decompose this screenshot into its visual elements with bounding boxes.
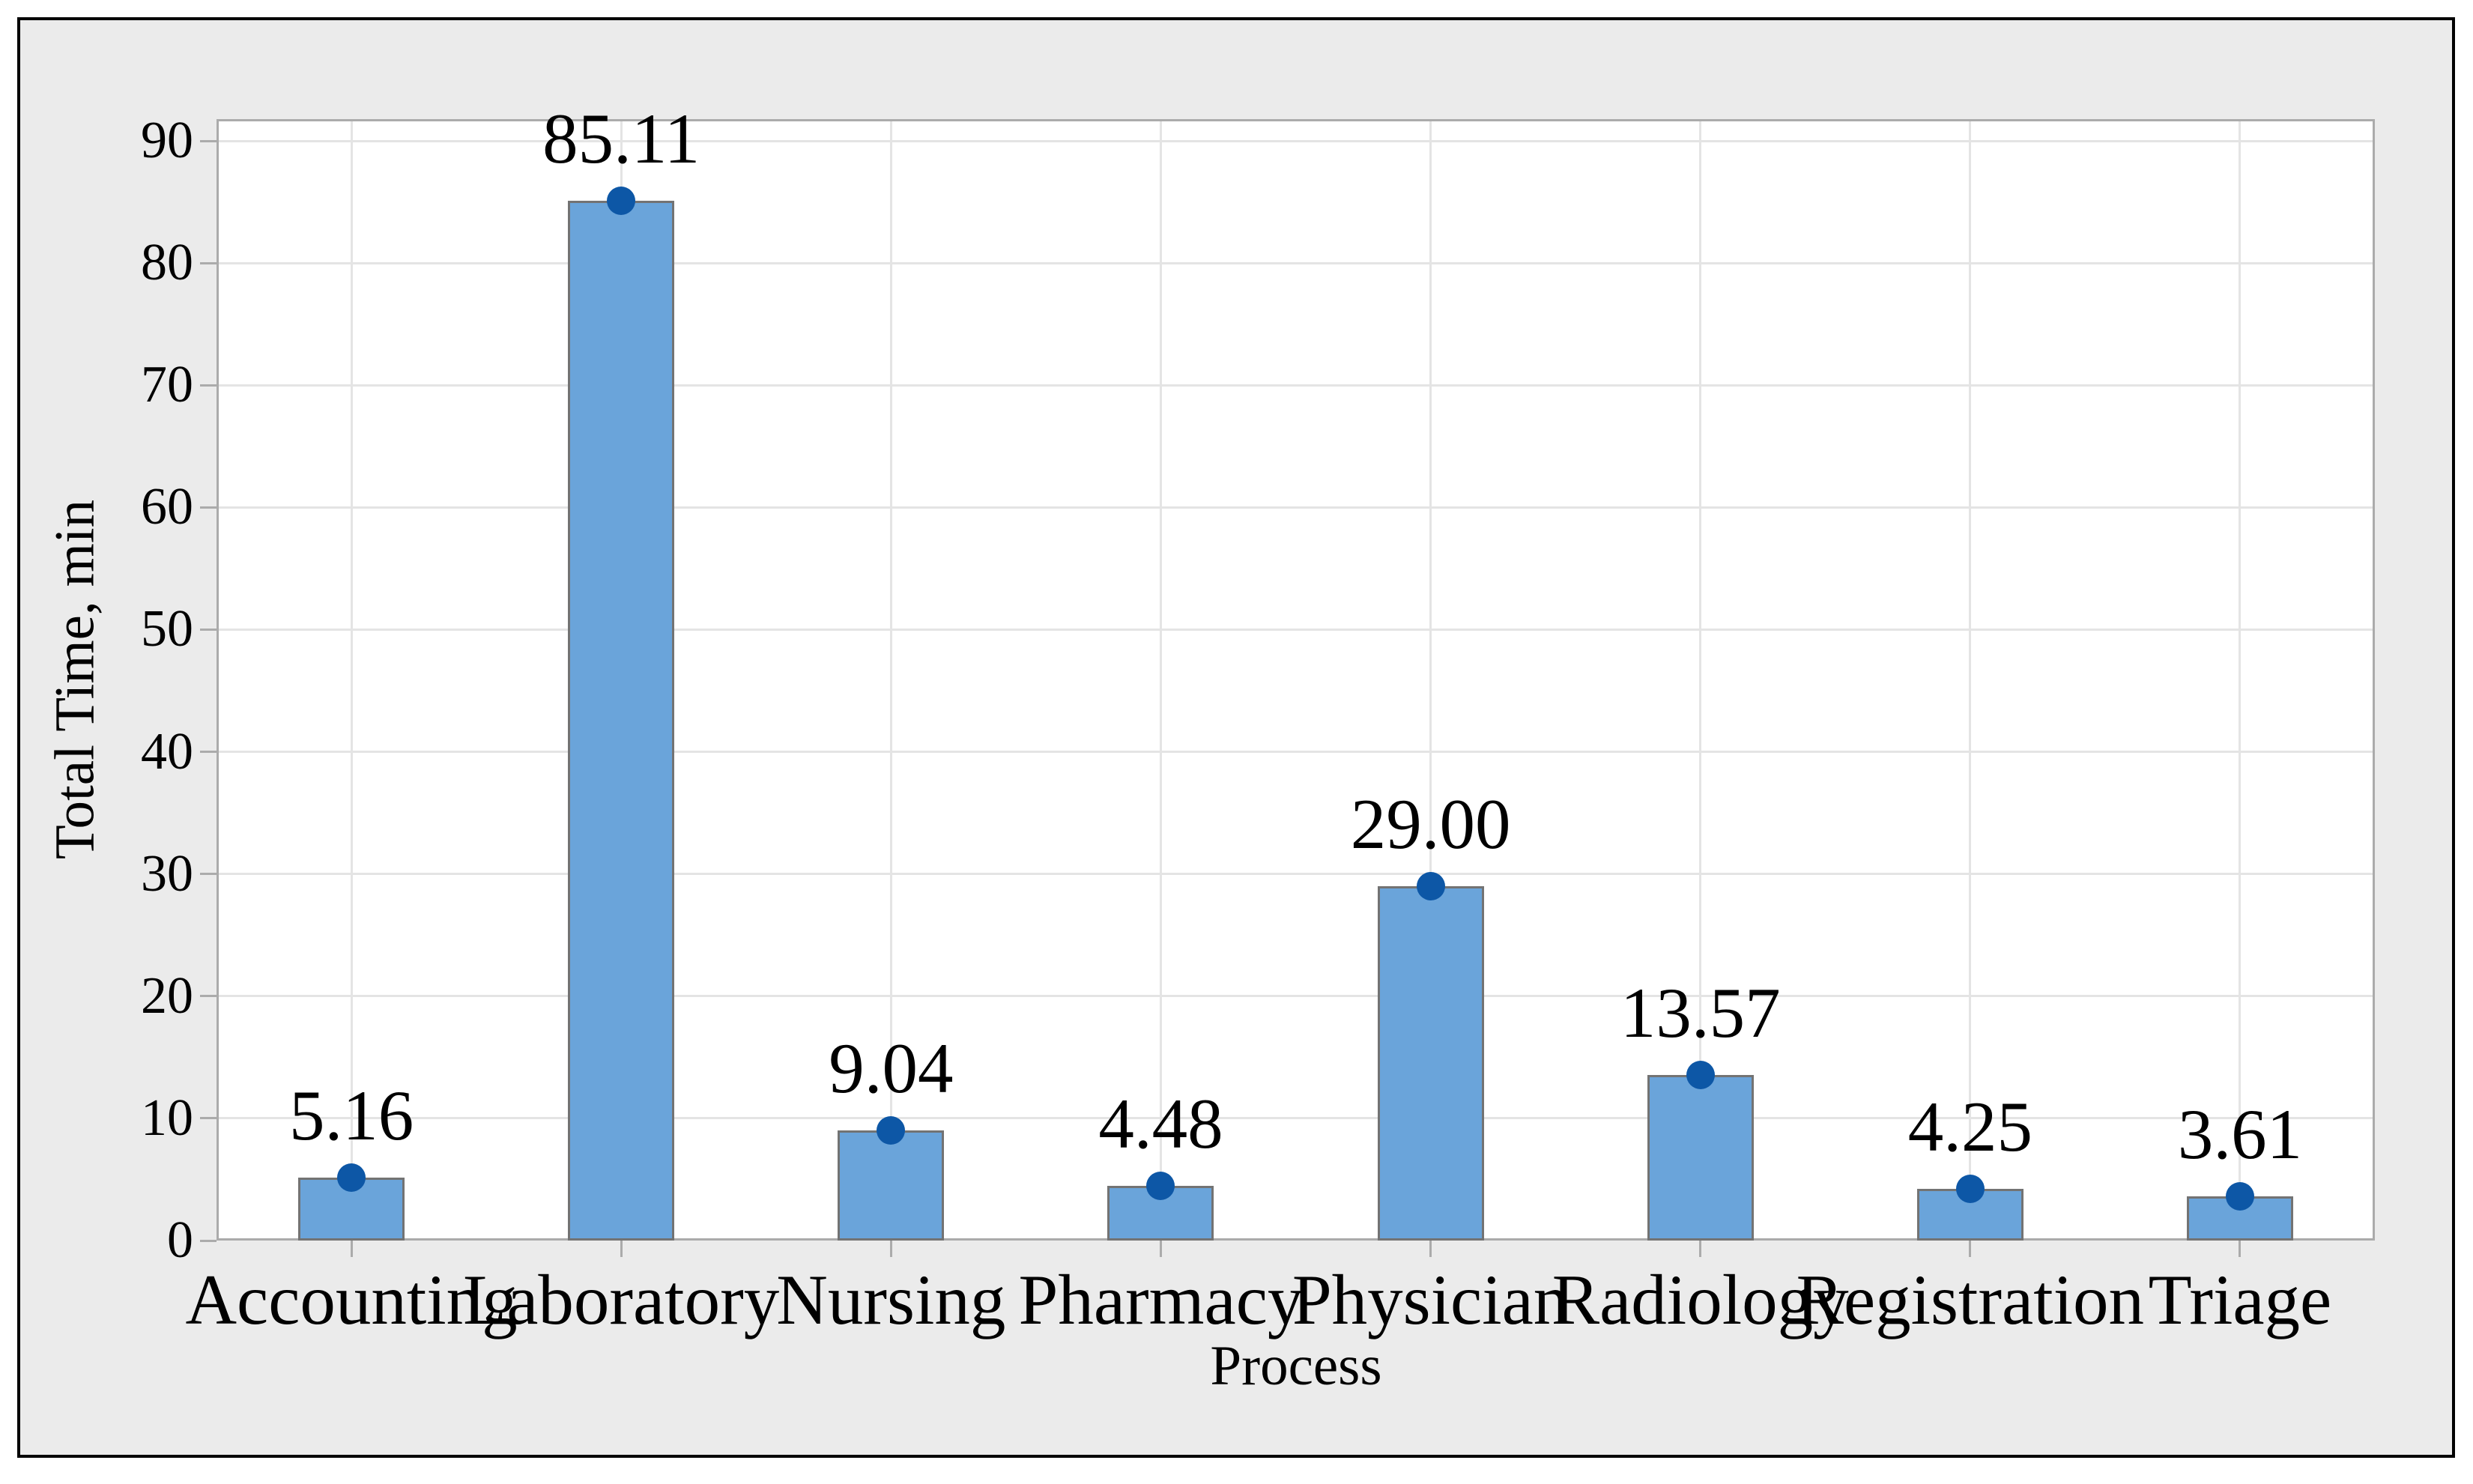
v-gridline <box>2239 121 2242 1238</box>
v-gridline <box>889 121 892 1238</box>
x-tick-mark <box>1969 1241 1972 1257</box>
x-tick-mark <box>1159 1241 1162 1257</box>
h-gridline <box>219 751 2373 754</box>
y-tick-mark <box>200 995 217 998</box>
y-tick-label: 10 <box>141 1088 193 1147</box>
x-tick-label: Nursing <box>776 1260 1006 1339</box>
y-tick-label: 30 <box>141 844 193 903</box>
y-axis-title: Total Time, min <box>43 499 106 860</box>
y-tick-mark <box>200 506 217 509</box>
bar-physician <box>1377 885 1484 1241</box>
h-gridline <box>219 995 2373 998</box>
x-tick-mark <box>350 1241 353 1257</box>
bar-radiology <box>1647 1074 1754 1241</box>
y-tick-mark <box>200 1117 217 1120</box>
x-tick-mark <box>1429 1241 1432 1257</box>
bar-value-label: 4.25 <box>1907 1086 2032 1166</box>
y-tick-label: 70 <box>141 356 193 414</box>
y-tick-label: 90 <box>141 112 193 169</box>
x-tick-label: Triage <box>2148 1260 2332 1339</box>
mean-marker-dot <box>1955 1174 1985 1203</box>
y-tick-label: 20 <box>141 966 193 1025</box>
y-tick-mark <box>200 139 217 142</box>
y-tick-mark <box>200 261 217 264</box>
x-tick-mark <box>2239 1241 2242 1257</box>
v-gridline <box>1699 121 1702 1238</box>
y-tick-mark <box>200 873 217 876</box>
x-axis-title: Process <box>1210 1335 1382 1397</box>
mean-marker-dot <box>337 1163 366 1192</box>
bar-value-label: 4.48 <box>1098 1083 1223 1163</box>
mean-marker-dot <box>1686 1060 1715 1089</box>
bar-value-label: 13.57 <box>1620 972 1781 1053</box>
x-tick-label: Pharmacy <box>1018 1260 1304 1339</box>
bar-nursing <box>838 1130 945 1241</box>
h-gridline <box>219 628 2373 631</box>
h-gridline <box>219 139 2373 142</box>
mean-marker-dot <box>877 1115 906 1145</box>
y-tick-label: 60 <box>141 478 193 536</box>
h-gridline <box>219 873 2373 876</box>
x-tick-label: Registration <box>1796 1260 2144 1339</box>
bar-value-label: 85.11 <box>542 98 700 178</box>
y-tick-mark <box>200 1239 217 1242</box>
h-gridline <box>219 506 2373 509</box>
x-tick-label: Accounting <box>185 1260 518 1339</box>
v-gridline <box>1429 121 1432 1238</box>
y-tick-mark <box>200 384 217 387</box>
x-tick-mark <box>1699 1241 1702 1257</box>
h-gridline <box>219 261 2373 264</box>
h-gridline <box>219 384 2373 387</box>
x-tick-mark <box>620 1241 623 1257</box>
h-gridline <box>219 1117 2373 1120</box>
mean-marker-dot <box>1146 1171 1175 1200</box>
v-gridline <box>1969 121 1972 1238</box>
v-gridline <box>1159 121 1162 1238</box>
mean-marker-dot <box>2225 1182 2254 1211</box>
bar-value-label: 29.00 <box>1350 784 1511 864</box>
y-tick-label: 40 <box>141 722 193 781</box>
bar-value-label: 9.04 <box>829 1028 954 1108</box>
y-tick-mark <box>200 751 217 754</box>
mean-marker-dot <box>1416 871 1445 900</box>
y-tick-mark <box>200 628 217 631</box>
x-tick-label: Radiology <box>1552 1260 1849 1339</box>
y-tick-label: 80 <box>141 234 193 292</box>
v-gridline <box>350 121 353 1238</box>
x-tick-label: Physician <box>1292 1260 1570 1339</box>
bar-laboratory <box>568 200 675 1241</box>
x-tick-mark <box>889 1241 892 1257</box>
y-tick-label: 50 <box>141 600 193 658</box>
x-tick-label: Laboratory <box>463 1260 780 1339</box>
y-tick-label: 0 <box>167 1211 193 1269</box>
mean-marker-dot <box>607 186 636 215</box>
plot-area <box>217 119 2375 1241</box>
bar-value-label: 5.16 <box>288 1075 414 1155</box>
bar-value-label: 3.61 <box>2177 1094 2303 1175</box>
